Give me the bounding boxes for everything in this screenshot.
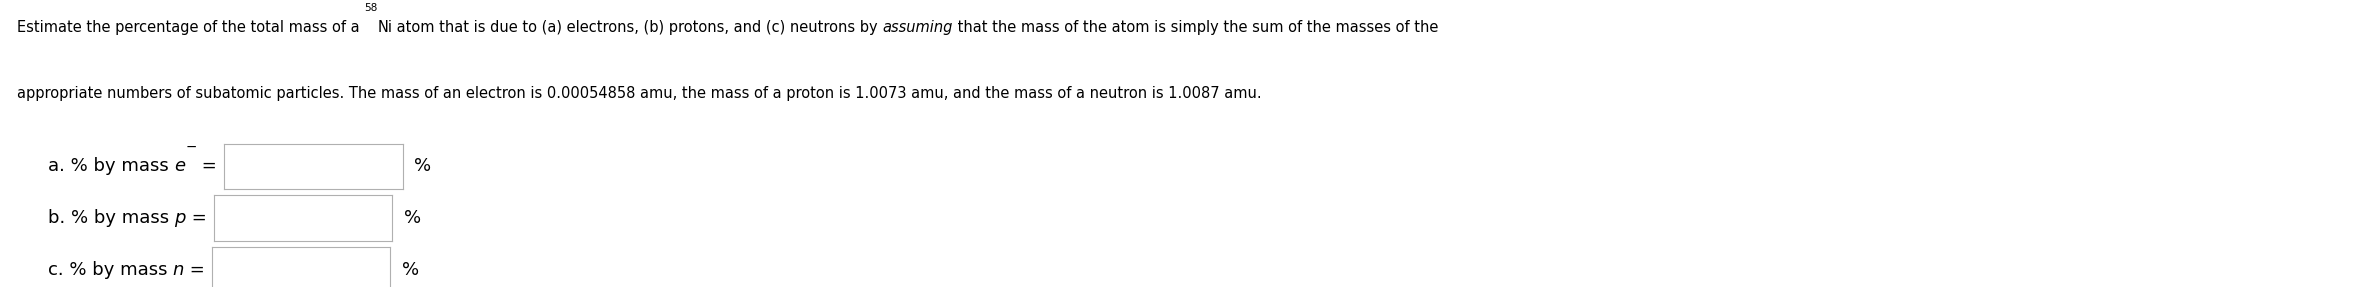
Text: %: % [401, 261, 418, 279]
Text: c. % by mass: c. % by mass [48, 261, 173, 279]
Text: =: = [185, 261, 204, 279]
Text: Estimate the percentage of the total mass of a: Estimate the percentage of the total mas… [17, 20, 363, 35]
Text: n: n [173, 261, 185, 279]
Text: Ni: Ni [378, 20, 392, 35]
Text: e: e [173, 158, 185, 175]
Text: a. % by mass: a. % by mass [48, 158, 173, 175]
Text: %: % [413, 158, 432, 175]
Text: 58: 58 [363, 3, 378, 13]
Text: =: = [197, 158, 216, 175]
Text: assuming: assuming [884, 20, 952, 35]
Text: −: − [185, 139, 197, 153]
Text: %: % [404, 209, 420, 227]
Text: appropriate numbers of subatomic particles. The mass of an electron is 0.0005485: appropriate numbers of subatomic particl… [17, 86, 1261, 101]
Text: that the mass of the atom is simply the sum of the masses of the: that the mass of the atom is simply the … [952, 20, 1439, 35]
Text: p: p [173, 209, 185, 227]
Text: =: = [185, 209, 207, 227]
Text: atom that is due to (a) electrons, (b) protons, and (c) neutrons by: atom that is due to (a) electrons, (b) p… [392, 20, 884, 35]
Text: b. % by mass: b. % by mass [48, 209, 173, 227]
